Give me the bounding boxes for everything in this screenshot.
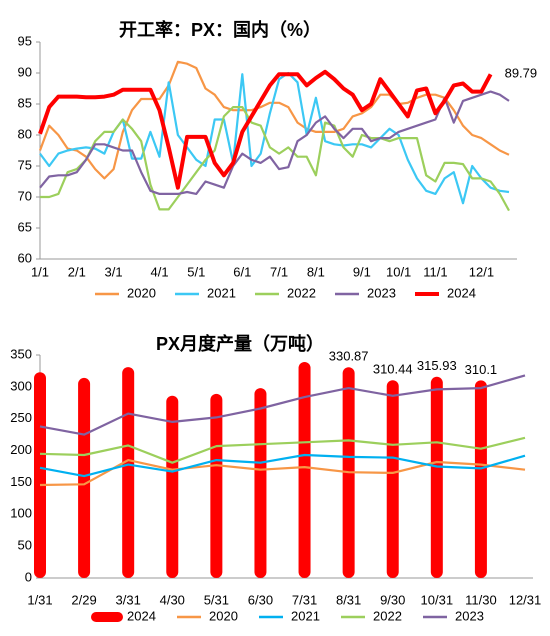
y-tick-label: 50 — [18, 538, 32, 553]
bar — [78, 377, 91, 578]
chart-title: 开工率：PX：国内（%） — [119, 19, 321, 40]
y-tick-label: 0 — [25, 569, 32, 584]
x-tick-label: 8/1 — [307, 264, 325, 279]
y-tick-label: 90 — [18, 64, 32, 79]
x-tick-label: 2/29 — [71, 592, 96, 607]
line — [40, 106, 510, 212]
x-tick-label: 10/1 — [386, 264, 411, 279]
x-tick-label: 5/31 — [204, 592, 229, 607]
y-tick-label: 300 — [10, 378, 32, 393]
y-tick-label: 100 — [10, 506, 32, 521]
x-tick-label: 3/31 — [116, 592, 141, 607]
legend-label: 2023 — [367, 285, 396, 300]
x-tick-label: 7/1 — [270, 264, 288, 279]
x-tick-label: 2/1 — [68, 264, 86, 279]
y-tick-label: 85 — [18, 95, 32, 110]
bar — [254, 388, 267, 578]
x-tick-label: 10/31 — [421, 592, 454, 607]
line — [38, 60, 510, 180]
line — [38, 69, 493, 190]
legend-label: 2024 — [447, 285, 476, 300]
bar — [430, 376, 443, 578]
line — [39, 90, 510, 195]
legend-label: 2021 — [207, 285, 236, 300]
y-tick-label: 75 — [18, 157, 32, 172]
line — [39, 453, 526, 478]
x-tick-label: 5/1 — [187, 264, 205, 279]
y-tick-label: 70 — [18, 188, 32, 203]
x-tick-label: 6/30 — [248, 592, 273, 607]
line — [39, 436, 526, 464]
y-tick-label: 200 — [10, 442, 32, 457]
x-tick-label: 11/1 — [423, 264, 447, 279]
data-label: 310.1 — [465, 362, 498, 377]
bar — [122, 367, 135, 578]
data-label: 315.93 — [417, 358, 457, 373]
x-tick-label: 1/31 — [27, 592, 52, 607]
x-tick-label: 9/30 — [380, 592, 405, 607]
chart-title: PX月度产量（万吨） — [156, 333, 324, 354]
line — [39, 459, 526, 487]
x-tick-label: 3/1 — [105, 264, 123, 279]
y-tick-label: 350 — [10, 346, 32, 361]
bar — [34, 372, 46, 578]
data-label: 330.87 — [329, 349, 369, 364]
x-tick-label: 9/1 — [353, 264, 371, 279]
y-tick-label: 250 — [10, 410, 32, 425]
line — [39, 71, 510, 205]
bar — [298, 362, 311, 578]
x-tick-label: 4/30 — [160, 592, 185, 607]
x-tick-label: 11/30 — [465, 592, 497, 607]
line — [39, 374, 526, 436]
x-tick-label: 12/31 — [509, 592, 542, 607]
bar — [210, 393, 223, 578]
legend-label: 2021 — [291, 608, 320, 623]
bar — [166, 395, 179, 578]
y-tick-label: 150 — [10, 474, 32, 489]
y-tick-label: 80 — [18, 126, 32, 141]
x-tick-label: 8/31 — [336, 592, 361, 607]
data-label: 310.44 — [373, 362, 413, 377]
legend-label: 2024 — [127, 608, 156, 623]
bar — [386, 380, 399, 578]
legend-label: 2023 — [455, 608, 484, 623]
x-tick-label: 7/31 — [292, 592, 317, 607]
bar — [474, 380, 487, 578]
legend-label: 2022 — [373, 608, 402, 623]
y-tick-label: 65 — [18, 219, 32, 234]
legend-label: 2020 — [127, 285, 156, 300]
x-tick-label: 4/1 — [151, 264, 169, 279]
data-label: 89.79 — [505, 66, 538, 81]
y-tick-label: 95 — [18, 33, 32, 48]
legend-label: 2022 — [287, 285, 316, 300]
x-tick-label: 1/1 — [31, 264, 49, 279]
legend-label: 2020 — [209, 608, 238, 623]
x-tick-label: 12/1 — [469, 264, 494, 279]
x-tick-label: 6/1 — [233, 264, 251, 279]
y-tick-label: 60 — [18, 250, 32, 265]
legend-swatch — [91, 612, 123, 622]
